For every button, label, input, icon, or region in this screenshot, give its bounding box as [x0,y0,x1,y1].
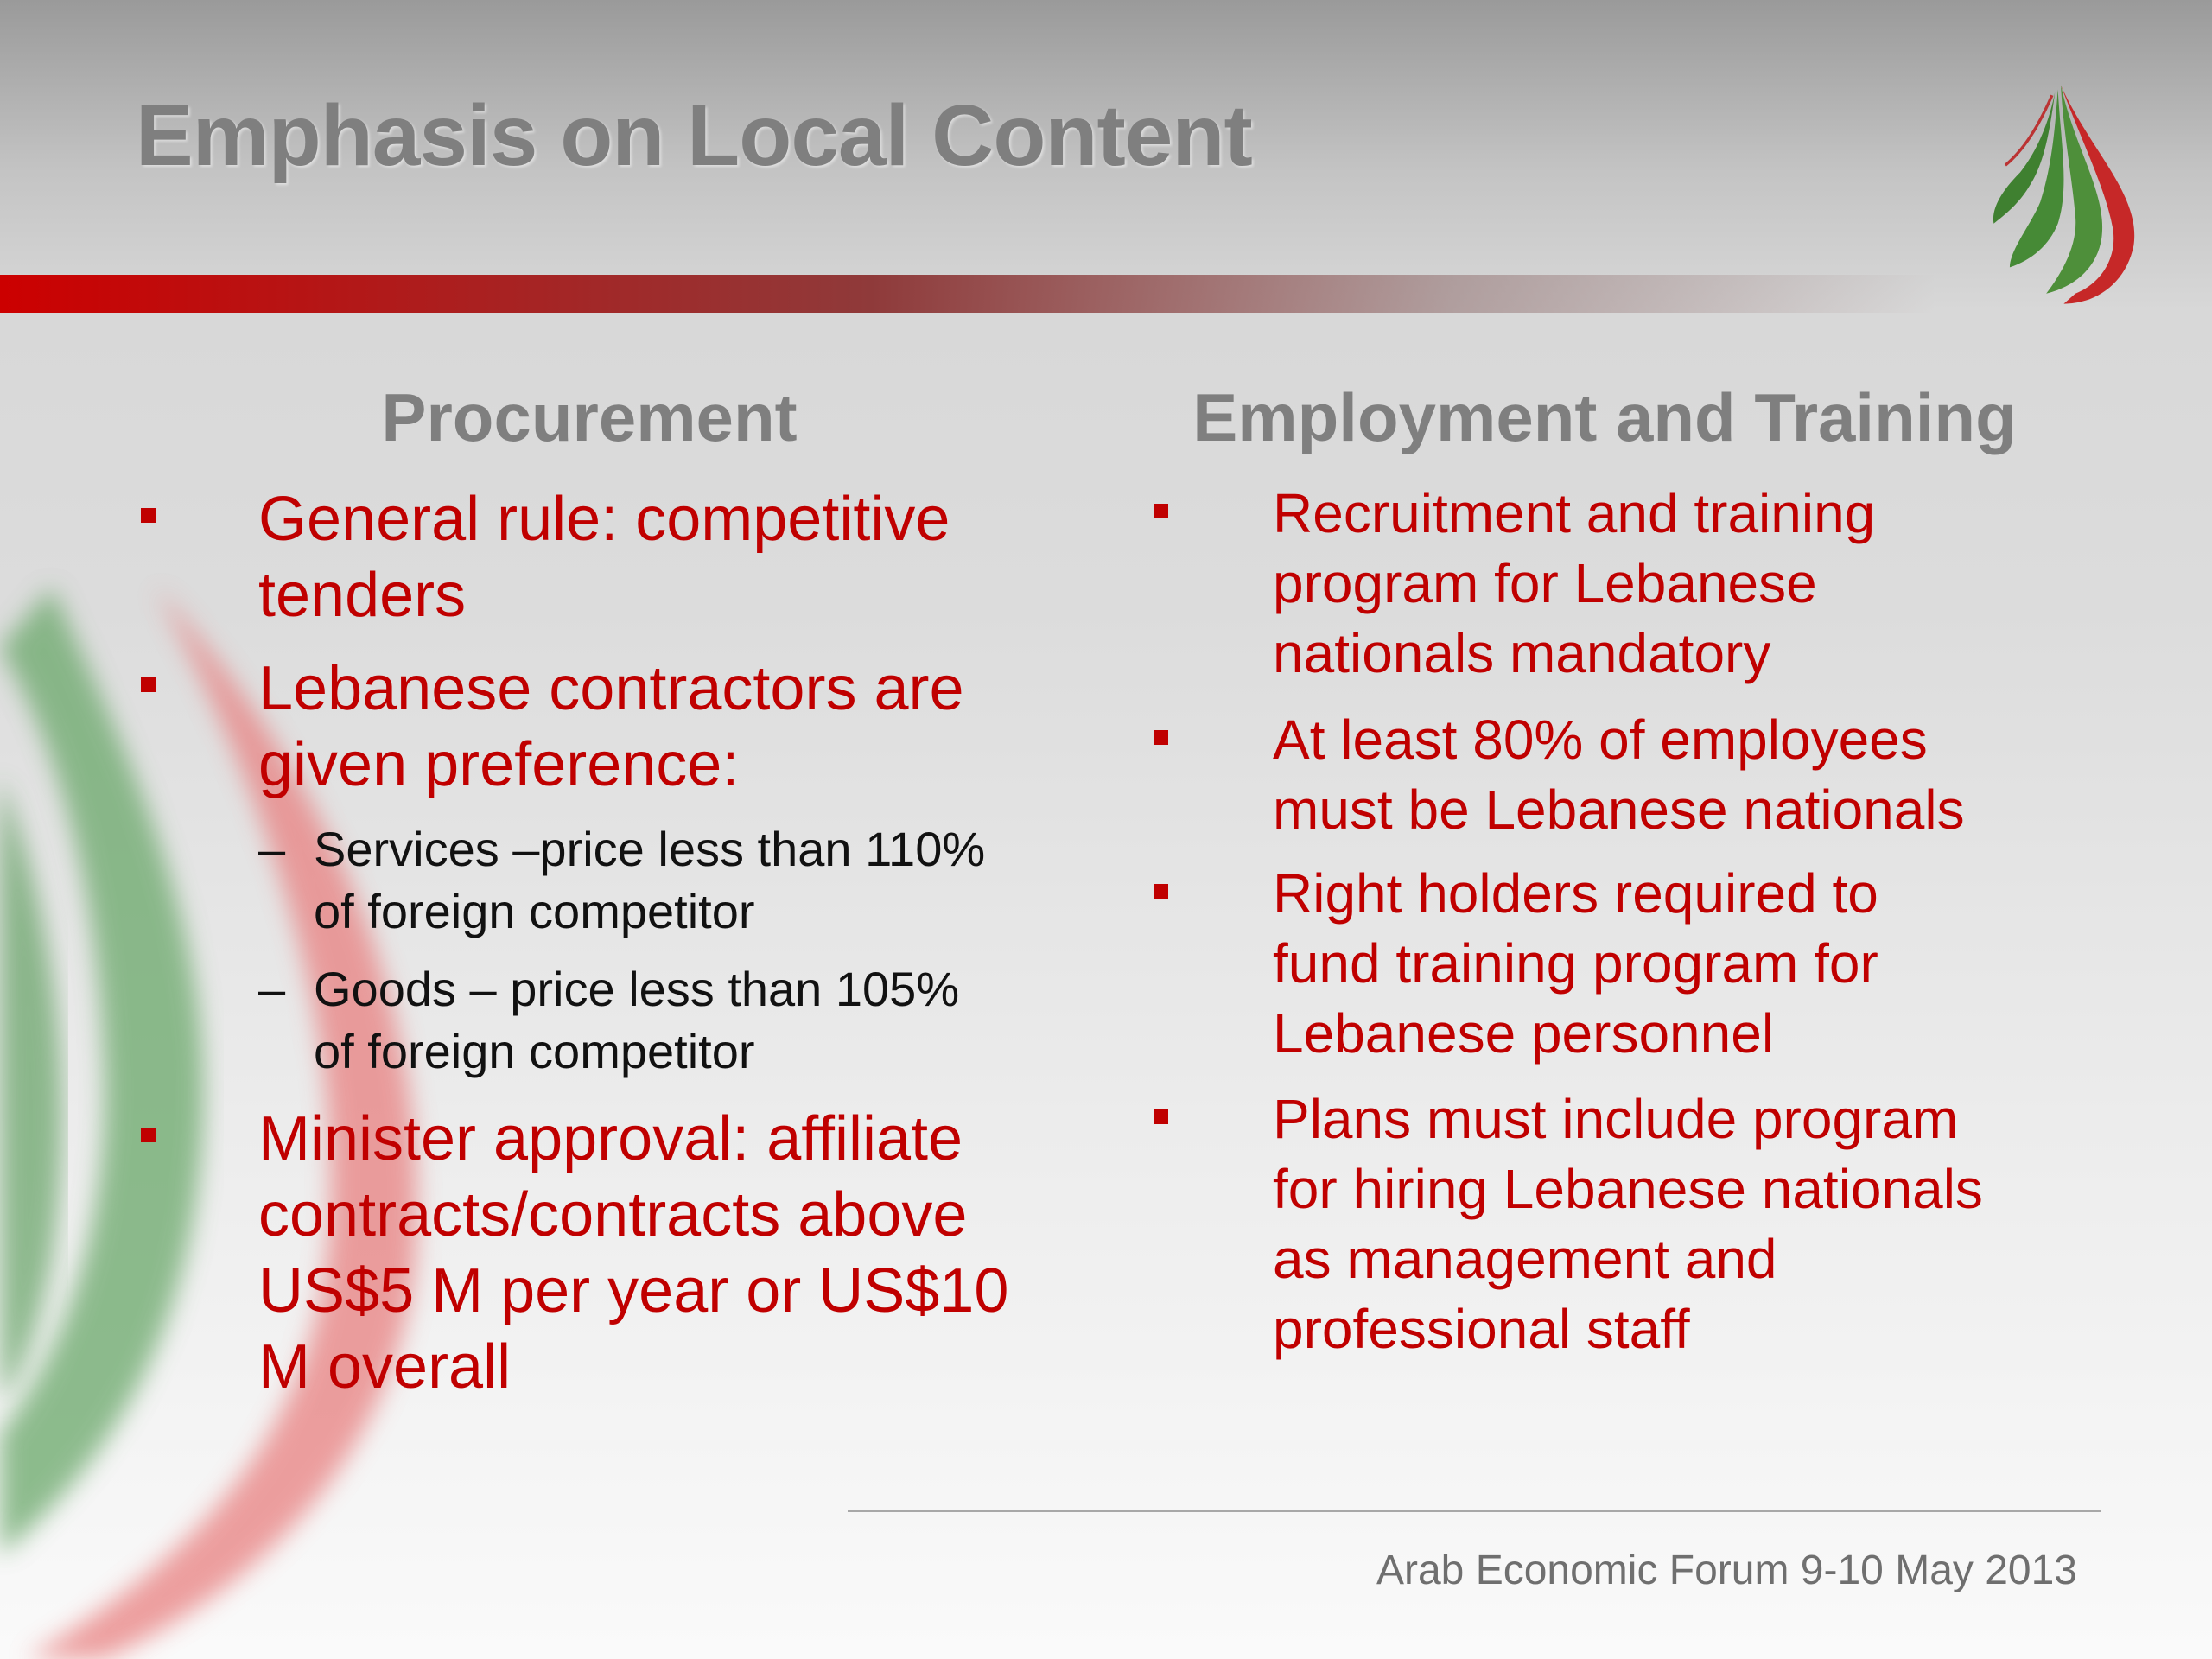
subitem-line: of foreign competitor [314,884,755,938]
subitem-line: of foreign competitor [314,1024,755,1078]
title-divider-bar [0,275,1936,313]
bullet-icon [141,508,156,523]
item-line: professional staff [1273,1298,1690,1360]
item-line: contracts/contracts above [258,1180,968,1249]
procurement-subitem: – Goods – price less than 105% of foreig… [258,958,1079,1083]
procurement-subitem: – Services –price less than 110% of fore… [258,818,1079,943]
item-line: tenders [258,561,467,630]
slide-title: Emphasis on Local Content [136,87,1253,184]
procurement-item: Minister approval: affiliate contracts/c… [258,1101,1008,1405]
bullet-icon [1154,884,1168,899]
item-line: fund training program for [1273,932,1878,995]
item-line: Right holders required to [1273,862,1878,925]
decorative-swoosh-background [0,588,417,1659]
footer-text: Arab Economic Forum 9-10 May 2013 [1376,1548,2077,1593]
item-line: M overall [258,1332,512,1402]
item-line: for hiring Lebanese nationals [1273,1158,1983,1220]
employment-item: Recruitment and training program for Leb… [1273,479,1875,689]
bullet-icon [1154,504,1168,518]
item-line: given preference: [258,730,740,799]
item-line: Lebanese personnel [1273,1002,1775,1065]
item-line: program for Lebanese [1273,552,1817,614]
item-line: as management and [1273,1228,1777,1290]
item-line: Recruitment and training [1273,482,1876,544]
item-line: Plans must include program [1273,1088,1959,1150]
item-line: nationals mandatory [1273,622,1771,684]
bullet-icon [141,677,156,692]
subitem-line: Goods – price less than 105% [314,962,960,1016]
bullet-icon [1154,1109,1168,1124]
item-line: Lebanese contractors are [258,654,964,723]
item-line: General rule: competitive [258,485,950,554]
droplet-logo-icon [1993,85,2135,304]
item-line: At least 80% of employees [1273,709,1928,771]
employment-item: At least 80% of employees must be Lebane… [1273,705,1965,845]
procurement-heading: Procurement [381,379,798,455]
dash-bullet: – [258,822,286,876]
employment-item: Right holders required to fund training … [1273,859,1878,1069]
item-line: must be Lebanese nationals [1273,779,1965,841]
subitem-line: Services –price less than 110% [314,822,986,876]
procurement-item: General rule: competitive tenders [258,481,950,633]
bullet-icon [1154,730,1168,745]
employment-item: Plans must include program for hiring Le… [1273,1084,1983,1364]
dash-bullet: – [258,962,286,1016]
item-line: US$5 M per year or US$10 [258,1256,1009,1325]
bullet-icon [141,1128,156,1142]
employment-heading: Employment and Training [1192,379,2017,455]
footer-divider [848,1510,2101,1512]
procurement-item: Lebanese contractors are given preferenc… [258,651,964,803]
item-line: Minister approval: affiliate [258,1104,963,1173]
